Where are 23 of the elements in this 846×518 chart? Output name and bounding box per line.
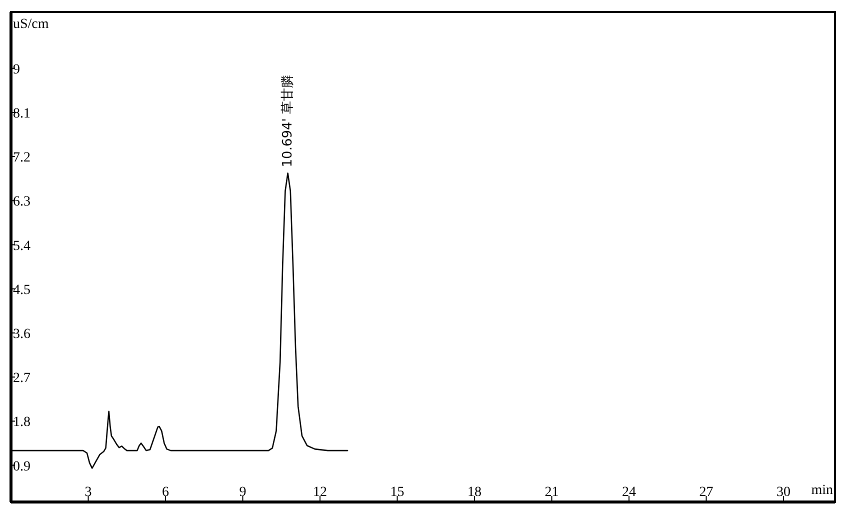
x-tick-label: 18 — [468, 485, 482, 500]
annotation: 10.694' 草甘膦 — [280, 75, 296, 168]
y-tick-label: 0.9 — [13, 459, 30, 474]
y-tick-label: 5.4 — [13, 238, 30, 254]
y-tick-label: 1.8 — [13, 415, 30, 430]
y-tick-label: 4.5 — [13, 282, 30, 298]
x-tick-label: 3 — [84, 485, 92, 500]
y-axis-title: uS/cm — [13, 17, 49, 32]
y-tick-label: 2.7 — [13, 371, 30, 386]
y-tick-label: 7.2 — [13, 150, 30, 166]
y-tick-label: 6.3 — [13, 194, 30, 210]
x-tick-label: 9 — [239, 485, 246, 500]
x-tick-label: 6 — [162, 485, 169, 500]
x-tick-label: 30 — [776, 485, 790, 500]
x-tick-label: 24 — [622, 485, 636, 500]
x-tick-label: 27 — [699, 485, 714, 500]
x-tick-label: 12 — [313, 485, 327, 500]
y-tick-label: 9 — [13, 62, 20, 78]
x-tick-label: 15 — [390, 485, 404, 500]
y-tick-label: 8.1 — [13, 106, 30, 122]
x-tick-label: 21 — [544, 485, 559, 500]
y-tick-label: 3.6 — [13, 326, 30, 342]
x-axis-title: min — [811, 483, 833, 498]
